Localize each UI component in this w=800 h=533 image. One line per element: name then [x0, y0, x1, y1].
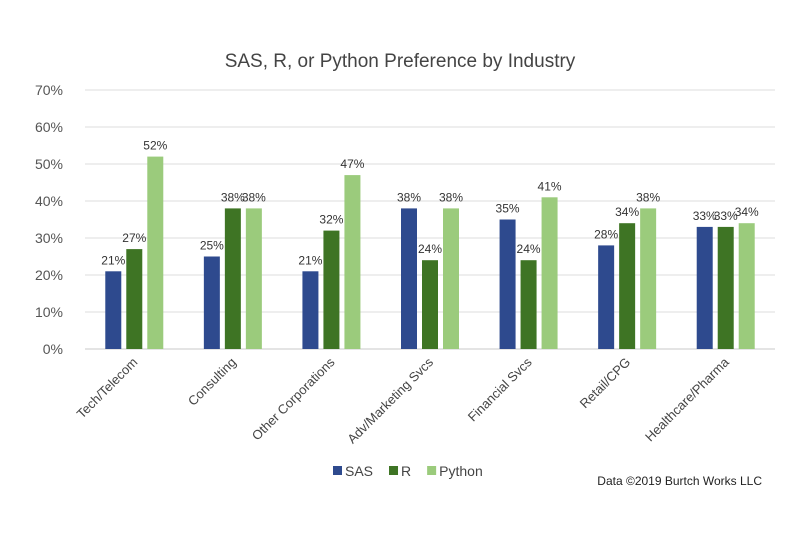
bar-sas: [203, 256, 220, 349]
x-tick-label: Adv/Marketing Svcs: [344, 354, 436, 446]
bar-python: [738, 223, 755, 349]
data-label: 34%: [735, 205, 759, 219]
bar-python: [640, 208, 657, 349]
data-label: 34%: [615, 205, 639, 219]
data-label: 21%: [298, 253, 322, 267]
y-tick-label: 10%: [35, 304, 63, 320]
chart-title: SAS, R, or Python Preference by Industry: [225, 51, 576, 72]
bar-sas: [105, 271, 122, 349]
data-label: 27%: [122, 231, 146, 245]
bars: [105, 156, 755, 349]
x-tick-label: Healthcare/Pharma: [642, 354, 732, 444]
source-annotation: Data ©2019 Burtch Works LLC: [597, 474, 762, 488]
x-tick-label: Consulting: [185, 355, 239, 409]
data-label: 21%: [101, 253, 125, 267]
x-tick-label: Other Corporations: [249, 354, 338, 443]
data-label: 38%: [636, 190, 660, 204]
data-label: 33%: [693, 209, 717, 223]
legend-label: SAS: [345, 463, 373, 479]
data-label: 24%: [418, 242, 442, 256]
data-label: 38%: [221, 190, 245, 204]
data-labels: 21%27%52%25%38%38%21%32%47%38%24%38%35%2…: [101, 139, 759, 268]
y-tick-label: 70%: [35, 82, 63, 98]
bar-r: [717, 226, 734, 349]
bar-r: [520, 260, 537, 349]
bar-r: [619, 223, 636, 349]
legend: SAS R Python: [333, 463, 483, 479]
bar-sas: [696, 226, 713, 349]
data-label: 38%: [242, 190, 266, 204]
x-tick-label: Tech/Telecom: [74, 355, 141, 422]
data-label: 24%: [517, 242, 541, 256]
legend-swatch-sas: [333, 466, 342, 475]
bar-r: [126, 249, 143, 349]
legend-swatch-r: [389, 466, 399, 475]
data-label: 47%: [340, 157, 364, 171]
data-label: 28%: [594, 227, 618, 241]
bar-r: [323, 230, 340, 349]
data-label: 33%: [714, 209, 738, 223]
data-label: 41%: [538, 179, 562, 193]
data-label: 38%: [397, 190, 421, 204]
bar-python: [344, 175, 361, 349]
x-tick-label: Financial Svcs: [465, 354, 535, 424]
bar-r: [422, 260, 438, 349]
y-tick-label: 50%: [35, 156, 63, 172]
bar-sas: [401, 208, 417, 349]
x-axis: Tech/Telecom Consulting Other Corporations…: [74, 354, 733, 446]
bar-python: [443, 208, 459, 349]
data-label: 25%: [200, 239, 224, 253]
y-tick-label: 30%: [35, 230, 63, 246]
legend-label: R: [401, 463, 411, 479]
data-label: 38%: [439, 190, 463, 204]
data-label: 32%: [319, 213, 343, 227]
bar-sas: [598, 245, 615, 349]
data-label: 52%: [143, 139, 167, 153]
y-axis: 0% 10% 20% 30% 40% 50% 60% 70%: [35, 82, 63, 357]
bar-sas: [499, 219, 516, 349]
bar-python: [541, 197, 558, 349]
y-tick-label: 20%: [35, 267, 63, 283]
bar-sas: [302, 271, 319, 349]
legend-label: Python: [439, 463, 483, 479]
bar-python: [147, 156, 164, 349]
y-tick-label: 40%: [35, 193, 63, 209]
bar-r: [224, 208, 241, 349]
y-tick-label: 0%: [43, 341, 63, 357]
legend-swatch-python: [427, 466, 437, 475]
data-label: 35%: [496, 202, 520, 216]
y-tick-label: 60%: [35, 119, 63, 135]
bar-python: [245, 208, 262, 349]
x-tick-label: Retail/CPG: [577, 355, 634, 412]
